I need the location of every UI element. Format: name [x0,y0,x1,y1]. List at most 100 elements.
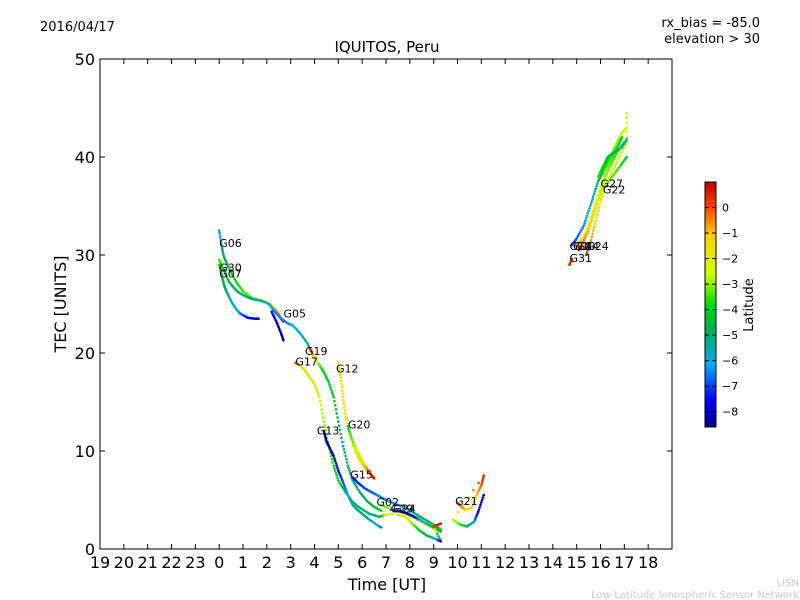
tec-point [593,190,597,193]
tec-point [348,469,351,472]
tec-point [341,440,344,444]
satellite-label: G20 [348,419,371,432]
tec-point [609,172,613,176]
tec-point [327,381,331,384]
tec-point [625,116,628,120]
x-tick-label: 4 [309,553,319,572]
tec-point [570,257,574,261]
tec-point [321,412,324,415]
tec-point [335,412,339,415]
tec-point [589,202,593,205]
x-tick-label: 22 [161,553,181,572]
satellite-label: G27 [601,177,624,190]
satellite-label: G02 [377,496,400,509]
tec-point [587,246,590,249]
satellite-label: G24 [393,503,416,516]
tec-point [356,486,359,490]
tec-point [225,276,229,279]
tec-point [621,148,625,151]
tec-point [316,391,320,395]
colorbar-tick-label: −2 [722,253,738,266]
tec-point [379,526,383,529]
tec-point [341,389,344,392]
series-G22 [604,155,628,188]
tec-point [482,493,486,497]
tec-point [330,390,334,394]
tec-point [476,510,480,514]
tec-point [587,209,590,213]
tec-point [590,219,594,222]
tec-point [317,393,320,397]
tec-point [314,385,317,388]
tec-point [391,512,395,515]
tec-point [461,503,465,507]
satellite-label: G10 [573,240,596,253]
tec-point [584,219,587,222]
tec-point [219,239,223,242]
tec-point [282,339,285,342]
tec-point [342,448,346,451]
tec-point [340,386,344,389]
tec-point [228,268,232,272]
tec-point [472,500,476,503]
colorbar-label: Latitude [742,278,757,332]
tec-point [588,207,591,210]
tec-point [336,466,339,470]
colorbar-tick-label: −3 [722,278,738,291]
tec-point [611,170,614,173]
colorbar-tick-label: −1 [722,227,738,240]
tec-point [598,203,601,206]
tec-point [315,389,319,393]
tec-point [340,477,343,480]
colorbar-tick-label: −8 [722,406,738,419]
x-tick-label: 11 [471,553,491,572]
tec-point [332,454,335,458]
series-G27 [596,138,628,178]
tec-point [379,509,383,513]
tec-point [439,522,443,525]
tec-point [600,197,603,200]
tec-point [221,251,225,255]
tec-point [592,212,596,215]
tec-point [332,464,335,468]
tec-point [333,399,336,403]
tec-point [583,221,586,225]
tec-point [339,483,343,486]
x-tick-label: 16 [590,553,610,572]
tec-point [614,163,618,166]
tec-point [433,527,437,531]
tec-point [625,155,628,159]
y-tick-label: 20 [75,344,95,363]
colorbar [704,181,717,428]
tec-point [218,231,221,235]
tec-point [275,320,278,323]
tec-point [422,517,426,521]
tec-point [224,272,227,275]
elevation-label: elevation > 30 [664,32,760,47]
rx-bias-label: rx_bias = -85.0 [661,16,760,31]
tec-point [581,226,584,229]
tec-point [339,376,343,379]
tec-point [339,379,343,383]
satellite-label: G14 [577,240,600,253]
tec-point [336,416,339,419]
x-tick-label: 5 [333,553,343,572]
tec-point [333,457,336,460]
tec-point [605,172,609,176]
x-tick-label: 21 [137,553,157,572]
tec-point [456,511,460,514]
tec-point [466,496,470,499]
tec-point [347,427,351,431]
tec-point [219,236,222,240]
tec-point [477,481,480,485]
tec-point [594,219,597,222]
tec-point [341,395,345,399]
tec-point [343,405,346,409]
tec-point [599,192,602,196]
tec-point [341,444,345,448]
tec-point [221,247,224,251]
tec-point [337,420,340,423]
satellite-label: G24 [586,240,609,253]
tec-point [591,232,594,236]
tec-point [470,506,474,510]
